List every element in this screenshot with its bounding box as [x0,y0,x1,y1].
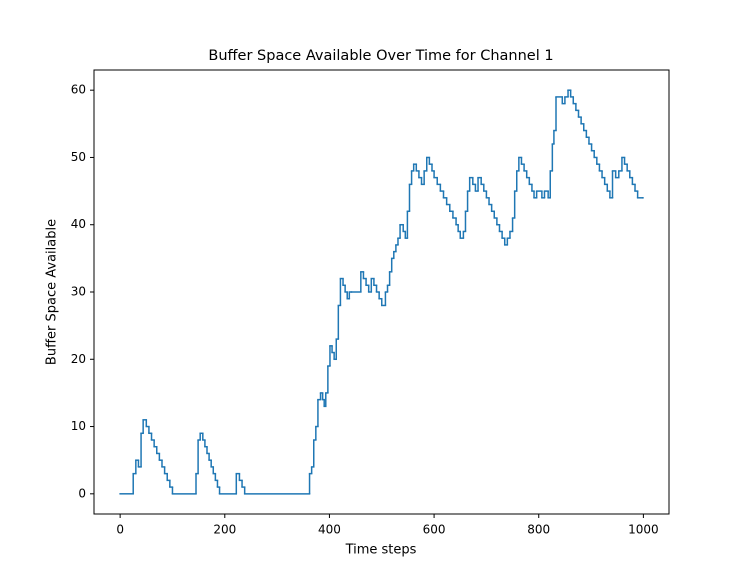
x-tick-label: 0 [116,523,124,537]
y-tick-label: 30 [71,285,86,299]
chart-title: Buffer Space Available Over Time for Cha… [208,48,553,64]
axes-frame [93,69,670,515]
x-tick-label: 200 [213,523,236,537]
y-axis-label: Buffer Space Available [45,219,60,365]
x-tick-label: 400 [318,523,341,537]
y-tick-label: 20 [71,352,86,366]
y-tick-label: 40 [71,217,86,231]
y-tick-label: 50 [71,150,86,164]
x-tick-label: 600 [423,523,446,537]
x-tick-label: 1000 [628,523,659,537]
y-tick-label: 60 [71,83,86,97]
x-axis-label: Time steps [345,543,417,558]
y-tick-label: 0 [78,486,86,500]
x-tick-label: 800 [527,523,550,537]
y-tick-label: 10 [71,419,86,433]
